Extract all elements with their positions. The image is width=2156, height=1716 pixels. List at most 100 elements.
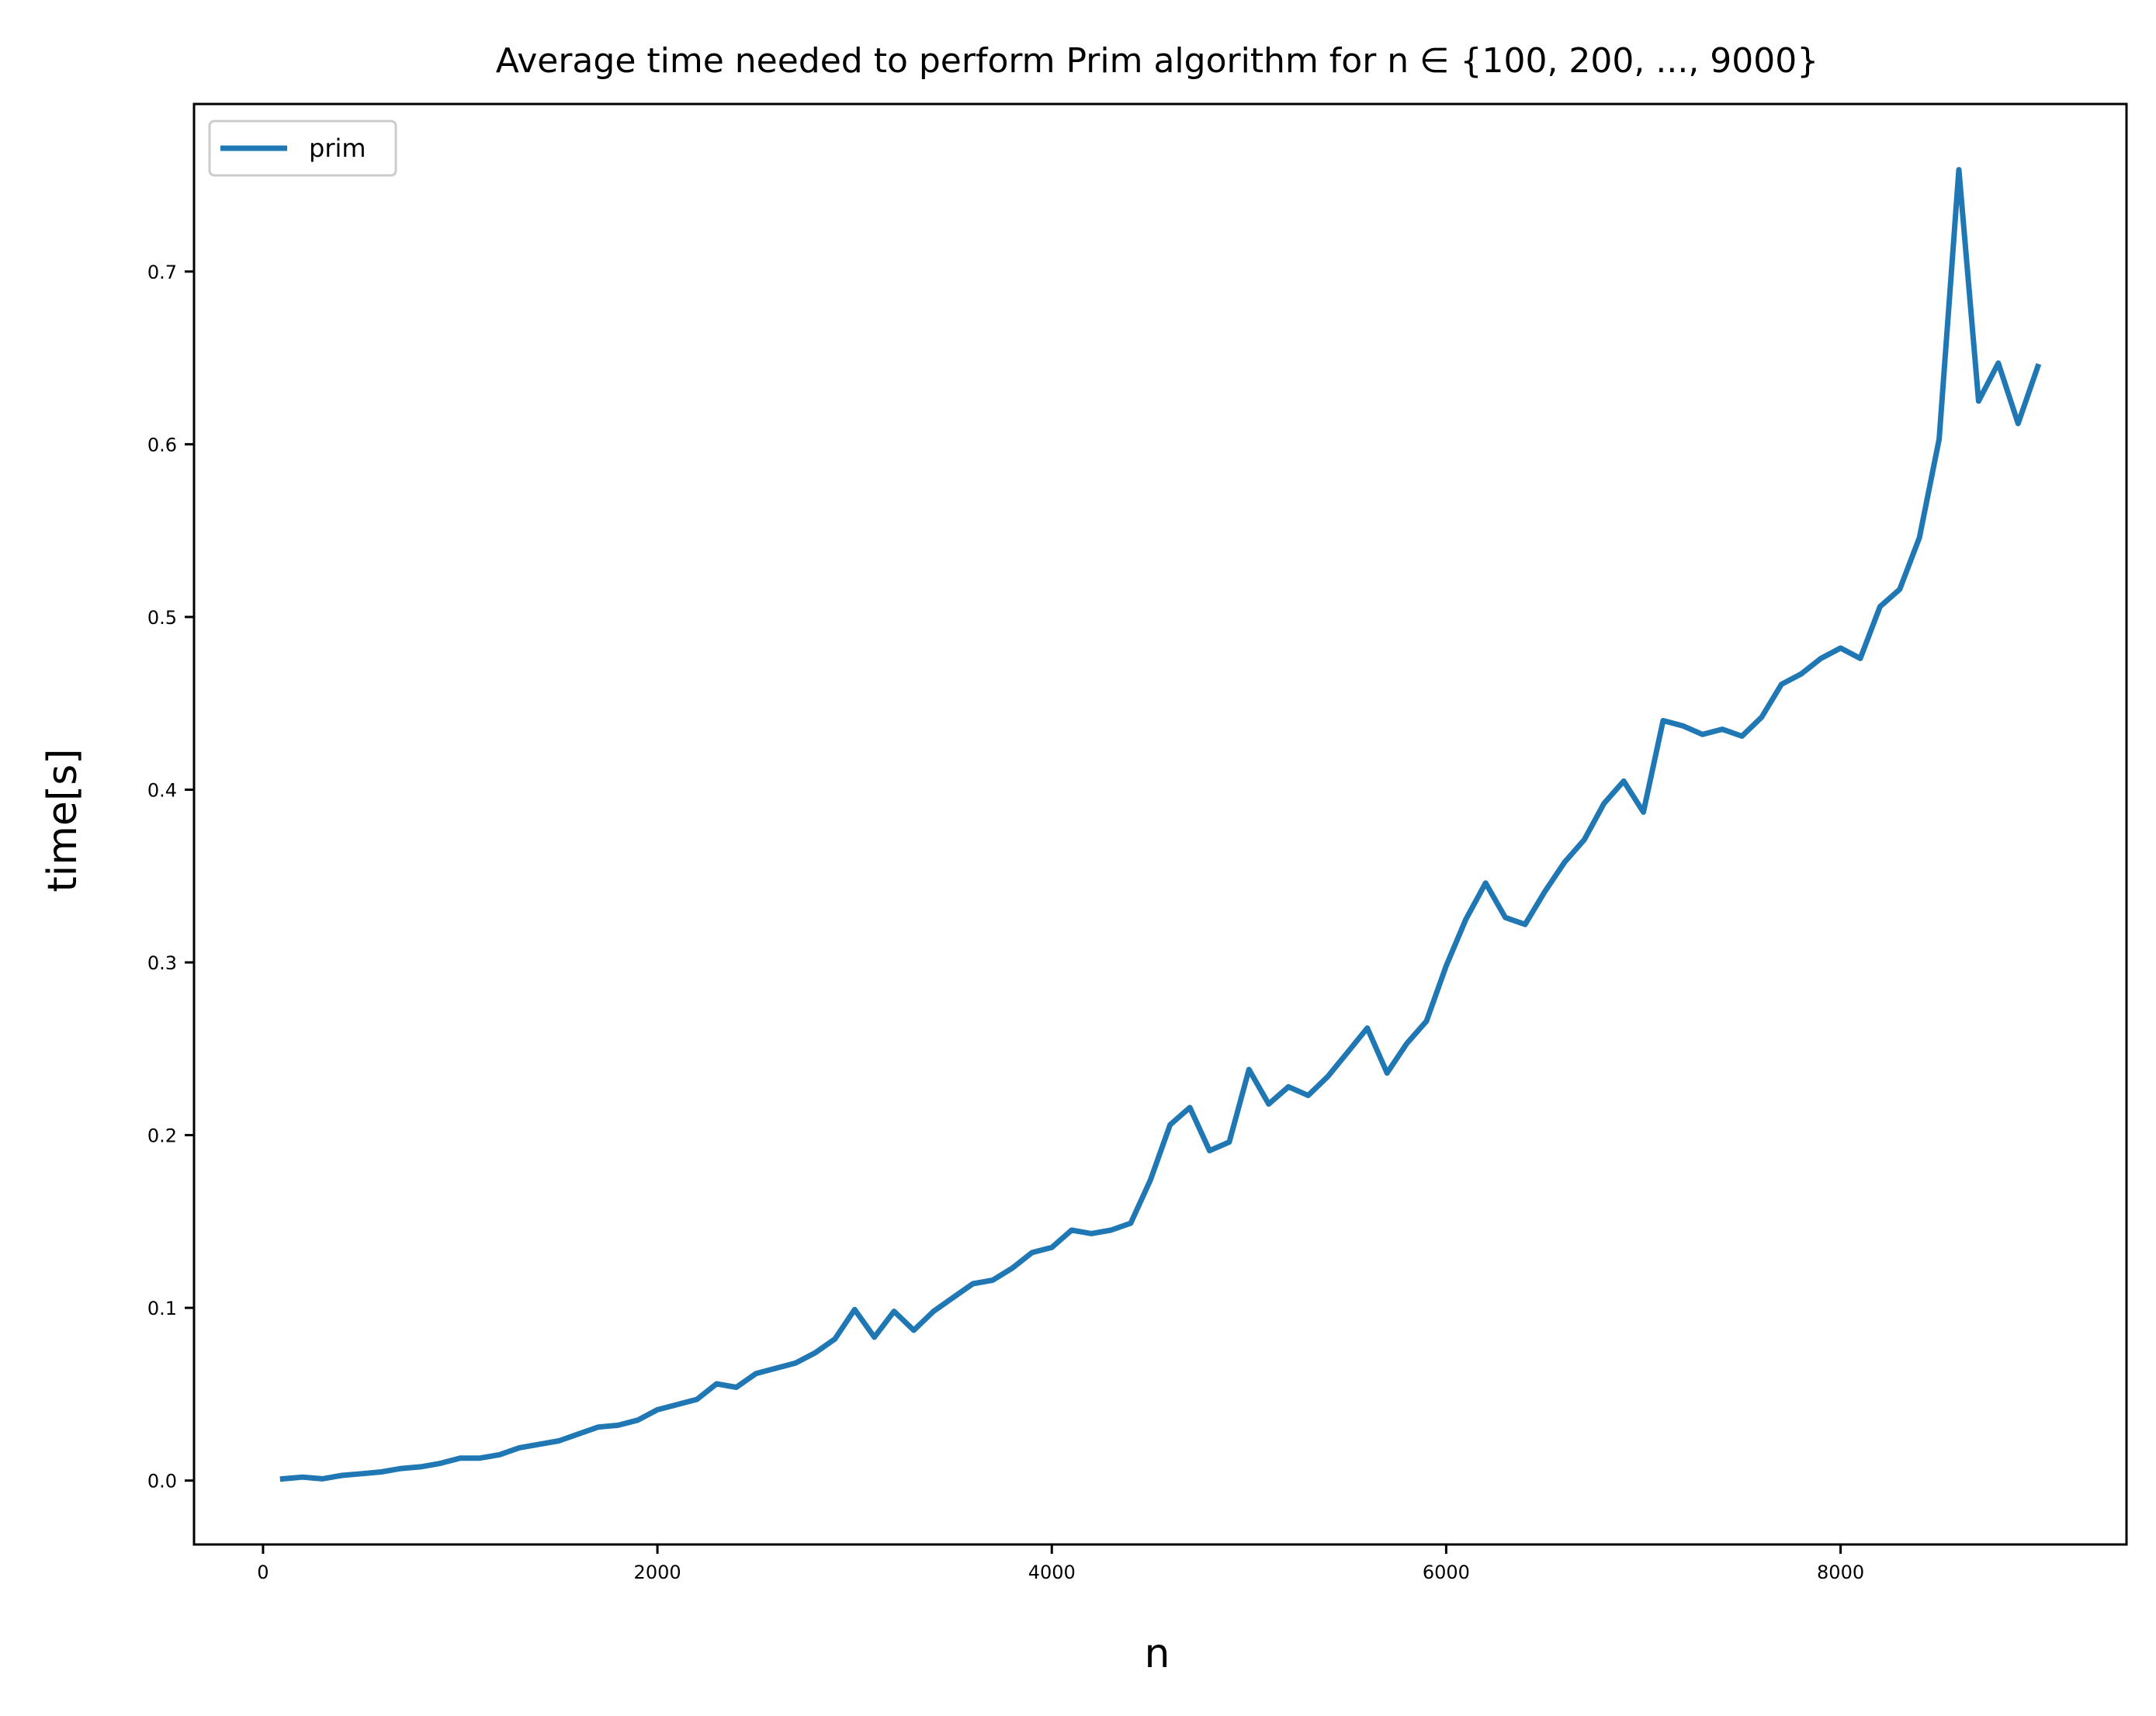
x-tick-label: 6000 (1423, 1562, 1470, 1583)
data-point (754, 1371, 758, 1376)
data-point (813, 1350, 817, 1355)
data-point (1227, 1140, 1232, 1145)
x-tick-label: 8000 (1817, 1562, 1864, 1583)
data-point (1799, 671, 1804, 676)
data-point (1858, 656, 1863, 660)
data-point (1444, 964, 1448, 969)
data-point (911, 1328, 916, 1333)
data-point (931, 1309, 936, 1314)
data-point (577, 1432, 581, 1437)
y-tick-label: 0.2 (147, 1125, 177, 1147)
data-point (1543, 889, 1548, 894)
data-point (1267, 1102, 1271, 1107)
data-point (990, 1278, 995, 1283)
data-point (734, 1385, 739, 1390)
y-tick-label: 0.0 (147, 1471, 177, 1492)
data-point (833, 1336, 837, 1341)
data-point (556, 1439, 561, 1444)
data-point (1957, 168, 1961, 172)
data-point (655, 1407, 660, 1412)
data-point (596, 1425, 601, 1430)
plot-area (192, 102, 2128, 1546)
data-point (1306, 1093, 1311, 1097)
data-point (1365, 1026, 1370, 1031)
data-point (1720, 727, 1724, 732)
y-tick-label: 0.6 (147, 434, 177, 456)
data-point (1562, 860, 1567, 865)
x-tick-label: 4000 (1028, 1562, 1076, 1583)
y-axis: 0.0 0.1 0.2 0.3 0.4 0.5 0.6 0.7 (147, 262, 194, 1492)
data-point (1405, 1042, 1409, 1046)
plot-frame (192, 102, 2128, 1546)
data-point (1345, 1050, 1350, 1055)
data-point (280, 1476, 285, 1481)
data-point (675, 1402, 680, 1407)
x-tick-label: 2000 (634, 1562, 681, 1583)
data-point (714, 1381, 719, 1386)
data-point (1168, 1122, 1173, 1127)
y-tick-label: 0.3 (147, 952, 177, 974)
data-point (379, 1470, 383, 1475)
y-tick-label: 0.1 (147, 1298, 177, 1319)
data-point (1839, 646, 1843, 650)
data-point (1740, 734, 1745, 739)
data-point (892, 1309, 896, 1314)
data-point (1937, 437, 1942, 442)
data-point (1385, 1071, 1389, 1076)
data-point (497, 1452, 502, 1457)
data-point (320, 1476, 324, 1481)
y-axis-label: time[s] (40, 748, 86, 892)
x-axis: 0 2000 4000 6000 8000 (257, 1544, 1864, 1583)
y-tick-label: 0.4 (147, 779, 177, 801)
data-point (1148, 1177, 1153, 1182)
data-point (1582, 837, 1586, 842)
data-point (1069, 1228, 1074, 1232)
data-point (458, 1456, 463, 1461)
data-point (1483, 881, 1488, 886)
legend: prim (208, 120, 397, 177)
data-point (1464, 917, 1468, 921)
data-point (1246, 1067, 1251, 1072)
data-point (1049, 1245, 1054, 1250)
data-point (1424, 1019, 1429, 1024)
x-axis-label: n (1145, 1631, 1170, 1677)
data-point (1010, 1266, 1014, 1271)
data-point (1128, 1221, 1133, 1225)
x-tick-label: 0 (257, 1562, 269, 1583)
data-point (1621, 778, 1626, 783)
data-point (1917, 536, 1922, 540)
data-point (2016, 421, 2020, 426)
data-point (1779, 682, 1783, 687)
data-point (1089, 1231, 1094, 1236)
data-point (971, 1281, 976, 1286)
data-point (399, 1466, 404, 1471)
data-point (852, 1307, 857, 1312)
y-tick-label: 0.7 (147, 262, 177, 283)
data-point (872, 1335, 877, 1340)
data-point (438, 1461, 443, 1465)
data-point (615, 1423, 620, 1427)
data-point (1286, 1084, 1291, 1089)
data-point (1503, 915, 1508, 920)
chart-title: Average time needed to perform Prim algo… (496, 41, 1819, 81)
data-point (793, 1361, 798, 1365)
legend-label: prim (309, 133, 366, 163)
data-point (300, 1475, 305, 1479)
data-point (477, 1456, 482, 1461)
data-point (1700, 732, 1705, 737)
data-point (1818, 656, 1823, 660)
series-line-prim (279, 167, 2042, 1482)
legend-box (208, 120, 397, 177)
data-point (951, 1295, 955, 1300)
data-point (1641, 809, 1646, 814)
data-point (517, 1445, 522, 1450)
data-point (1208, 1149, 1212, 1153)
data-point (1326, 1074, 1330, 1079)
data-point (1602, 801, 1607, 806)
data-point (418, 1465, 423, 1469)
data-point (1759, 715, 1764, 719)
data-point (636, 1418, 640, 1423)
data-point (1680, 723, 1685, 728)
data-point (1996, 361, 2001, 366)
